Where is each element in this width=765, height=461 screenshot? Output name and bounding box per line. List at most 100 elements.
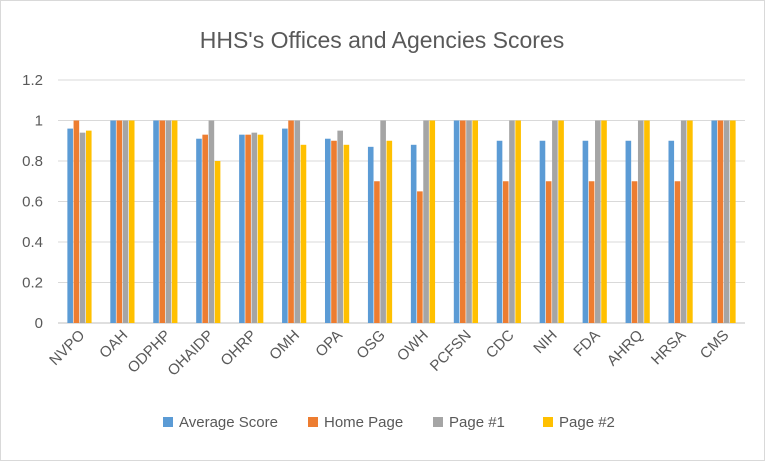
bar-average-score-omh bbox=[282, 128, 288, 323]
legend-swatch bbox=[308, 417, 318, 427]
bar-page-1-oah bbox=[122, 120, 129, 323]
bar-page-1-ohaidp bbox=[208, 120, 215, 323]
bar-page-1-ohrp bbox=[251, 132, 258, 323]
x-tick-label: HRSA bbox=[648, 327, 689, 368]
y-tick-label: 0.6 bbox=[22, 194, 43, 211]
bar-page-1-nih bbox=[552, 120, 558, 323]
bar-average-score-osg bbox=[367, 146, 374, 323]
bar-home-page-oah bbox=[116, 120, 123, 323]
bar-average-score-fda bbox=[582, 140, 589, 323]
x-tick-label: CDC bbox=[483, 327, 518, 362]
legend-swatch bbox=[163, 417, 173, 427]
bar-page-2-ohaidp bbox=[214, 161, 221, 323]
y-tick-label: 0.2 bbox=[22, 275, 43, 292]
y-axis: 0 0.2 0.4 0.6 0.8 1 1.2 bbox=[22, 72, 43, 332]
y-tick-label: 0.4 bbox=[22, 234, 43, 251]
legend-label: Home Page bbox=[324, 414, 403, 431]
bar-average-score-pcfsn bbox=[453, 120, 460, 323]
bar-home-page-owh bbox=[417, 191, 423, 323]
bar-page-2-nvpo bbox=[85, 130, 92, 324]
x-tick-label: PCFSN bbox=[427, 327, 475, 375]
bar-page-2-cdc bbox=[515, 120, 521, 323]
bar-home-page-odphp bbox=[159, 120, 166, 323]
bar-average-score-nvpo bbox=[67, 128, 73, 323]
bar-average-score-nih bbox=[539, 140, 546, 323]
x-tick-label: OMH bbox=[266, 327, 303, 364]
bar-average-score-odphp bbox=[153, 120, 159, 323]
bar-page-2-ohrp bbox=[257, 134, 264, 323]
bar-average-score-cdc bbox=[496, 140, 503, 323]
bar-page-2-hrsa bbox=[687, 120, 693, 323]
bar-home-page-nih bbox=[545, 181, 552, 323]
bar-average-score-hrsa bbox=[668, 140, 675, 323]
bar-average-score-ahrq bbox=[625, 140, 632, 323]
bar-page-2-odphp bbox=[171, 120, 178, 323]
bar-page-2-omh bbox=[300, 144, 307, 323]
x-tick-label: AHRQ bbox=[604, 327, 647, 370]
bar-home-page-ohrp bbox=[245, 134, 251, 323]
legend: Average Score Home Page Page #1 Page #2 bbox=[163, 414, 615, 431]
y-tick-label: 0.8 bbox=[22, 153, 43, 170]
bar-page-1-owh bbox=[423, 120, 429, 323]
x-tick-label: OPA bbox=[312, 327, 346, 361]
chart-title: HHS's Offices and Agencies Scores bbox=[200, 27, 564, 53]
x-tick-label: OSG bbox=[353, 327, 389, 363]
bar-home-page-fda bbox=[588, 181, 595, 323]
bar-home-page-nvpo bbox=[73, 120, 80, 323]
bar-page-1-cdc bbox=[509, 120, 515, 323]
x-tick-label: FDA bbox=[570, 327, 603, 360]
bar-page-2-opa bbox=[343, 144, 350, 323]
bar-page-1-ahrq bbox=[637, 120, 644, 323]
bar-page-1-omh bbox=[294, 120, 301, 323]
bar-page-1-hrsa bbox=[680, 120, 687, 323]
bar-home-page-omh bbox=[288, 120, 294, 323]
bar-page-2-cms bbox=[730, 120, 736, 323]
bar-page-1-fda bbox=[595, 120, 601, 323]
bar-page-2-owh bbox=[429, 120, 436, 323]
x-tick-label: NVPO bbox=[46, 327, 88, 369]
bar-home-page-cdc bbox=[502, 181, 509, 323]
bar-page-1-nvpo bbox=[79, 132, 86, 323]
bar-page-2-fda bbox=[601, 120, 607, 323]
bar-page-1-cms bbox=[723, 120, 730, 323]
bar-home-page-cms bbox=[717, 120, 724, 323]
legend-swatch bbox=[433, 417, 443, 427]
bar-home-page-opa bbox=[331, 140, 337, 323]
bar-average-score-opa bbox=[324, 138, 331, 323]
bar-page-1-pcfsn bbox=[466, 120, 472, 323]
x-tick-label: CMS bbox=[697, 327, 733, 363]
bar-page-2-oah bbox=[128, 120, 135, 323]
x-tick-label: NIH bbox=[530, 327, 560, 357]
x-tick-label: OHRP bbox=[217, 327, 260, 370]
bars bbox=[67, 120, 736, 324]
legend-label: Page #1 bbox=[449, 414, 505, 431]
y-tick-label: 1.2 bbox=[22, 72, 43, 89]
bar-page-1-odphp bbox=[165, 120, 172, 323]
bar-page-1-opa bbox=[337, 130, 343, 324]
bar-page-2-nih bbox=[558, 120, 564, 323]
legend-label: Page #2 bbox=[559, 414, 615, 431]
bar-average-score-oah bbox=[110, 120, 116, 323]
x-tick-label: OHAIDP bbox=[164, 327, 217, 380]
bar-average-score-ohrp bbox=[239, 134, 245, 323]
bar-home-page-pcfsn bbox=[460, 120, 466, 323]
bar-home-page-osg bbox=[374, 181, 380, 323]
bar-home-page-hrsa bbox=[674, 181, 681, 323]
bar-page-1-osg bbox=[380, 120, 386, 323]
legend-swatch bbox=[543, 417, 553, 427]
bar-average-score-cms bbox=[711, 120, 718, 323]
y-tick-label: 0 bbox=[35, 315, 43, 332]
x-tick-label: OWH bbox=[394, 327, 432, 365]
legend-label: Average Score bbox=[179, 414, 278, 431]
x-tick-label: OAH bbox=[96, 327, 131, 362]
bar-home-page-ohaidp bbox=[202, 134, 208, 323]
bar-home-page-ahrq bbox=[631, 181, 638, 323]
bar-average-score-ohaidp bbox=[196, 138, 202, 323]
bar-page-2-pcfsn bbox=[472, 120, 479, 323]
bar-average-score-owh bbox=[410, 144, 417, 323]
y-tick-label: 1 bbox=[35, 113, 43, 130]
bar-page-2-osg bbox=[386, 140, 393, 323]
bar-page-2-ahrq bbox=[644, 120, 650, 323]
